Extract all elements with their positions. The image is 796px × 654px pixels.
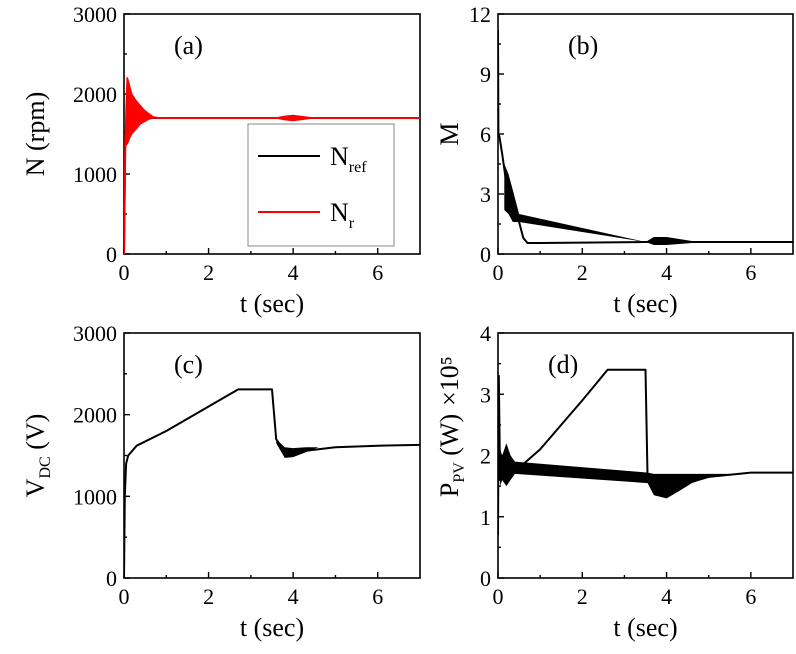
y-tick-label-a-2: 2000 — [73, 82, 117, 107]
x-axis-label-b: t (sec) — [613, 289, 677, 318]
y-axis-label-d: PPV (W) — [435, 414, 468, 497]
x-tick-label-d-1: 2 — [577, 584, 588, 609]
plot-frame-b — [497, 13, 794, 255]
y-tick-label-b-2: 6 — [480, 122, 491, 147]
y-tick-label-b-4: 12 — [469, 2, 491, 27]
y-tick-label-b-3: 9 — [480, 62, 491, 87]
plot-area-c — [124, 388, 420, 578]
x-tick-label-d-0: 0 — [493, 584, 504, 609]
y-tick-label-a-0: 0 — [106, 242, 117, 267]
oscillation-band-p-pv — [500, 443, 730, 499]
y-tick-label-c-1: 1000 — [73, 484, 117, 509]
panel-a-speed-chart: 0 2 4 6 0 1000 2000 3000 t (sec) N (rpm) (a) Nref Nr — [21, 2, 421, 318]
legend-box — [247, 123, 395, 247]
y-axis-label-a: N (rpm) — [21, 92, 50, 176]
x-tick-label-b-0: 0 — [493, 260, 504, 285]
panel-d-pv-power-chart: 0 2 4 6 0 1 2 3 4 t (sec) PPV (W) ×10⁵ (d) — [435, 321, 794, 642]
panel-tag-a: (a) — [174, 31, 203, 60]
y-tick-label-d-2: 2 — [480, 444, 491, 469]
series-line-n-r — [124, 109, 420, 254]
x-axis-label-d: t (sec) — [613, 613, 677, 642]
series-line-v-dc — [124, 388, 420, 578]
x-tick-label-a-1: 2 — [203, 260, 214, 285]
x-tick-label-c-2: 4 — [288, 584, 299, 609]
x-tick-label-b-2: 4 — [661, 260, 672, 285]
y-tick-label-d-3: 3 — [480, 382, 491, 407]
legend-label-1: Nr — [330, 198, 355, 232]
x-tick-label-c-3: 6 — [372, 584, 383, 609]
y-tick-label-c-3: 3000 — [73, 321, 117, 346]
panel-tag-d: (d) — [548, 350, 578, 379]
x-tick-label-b-3: 6 — [745, 260, 756, 285]
x-tick-label-a-3: 6 — [372, 260, 383, 285]
series-line-m — [498, 29, 793, 244]
x-axis-label-c: t (sec) — [240, 613, 304, 642]
series-line-p-pv — [498, 368, 793, 536]
x-tick-label-c-1: 2 — [203, 584, 214, 609]
panel-tag-c: (c) — [174, 350, 203, 379]
x-tick-label-a-2: 4 — [288, 260, 299, 285]
panel-b-modulation-chart: 0 2 4 6 0 3 6 9 12 t (sec) M (b) — [435, 2, 794, 318]
y-multiplier-d: ×10⁵ — [435, 356, 464, 406]
plot-frame-c — [123, 332, 421, 579]
x-tick-label-a-0: 0 — [119, 260, 130, 285]
plot-area-d — [498, 368, 793, 536]
plot-area-a — [124, 76, 420, 254]
x-axis-label-a: t (sec) — [240, 289, 304, 318]
plot-area-b — [498, 29, 793, 245]
y-axis-label-c: VDC (V) — [21, 414, 54, 498]
panel-tag-b: (b) — [568, 31, 598, 60]
panel-c-dc-voltage-chart: 0 2 4 6 0 1000 2000 3000 t (sec) VDC (V) (c) — [21, 321, 421, 642]
legend-label-0: Nref — [330, 142, 367, 176]
y-tick-label-a-3: 3000 — [73, 2, 117, 27]
y-tick-label-d-4: 4 — [480, 321, 491, 346]
y-tick-label-b-0: 0 — [480, 242, 491, 267]
x-tick-label-d-2: 4 — [661, 584, 672, 609]
x-tick-label-c-0: 0 — [119, 584, 130, 609]
oscillation-band-m — [504, 164, 692, 245]
y-tick-label-c-0: 0 — [106, 566, 117, 591]
y-tick-label-d-0: 0 — [480, 566, 491, 591]
oscillation-band-v-dc — [276, 439, 319, 458]
y-tick-label-d-1: 1 — [480, 505, 491, 530]
y-tick-label-b-1: 3 — [480, 182, 491, 207]
y-tick-label-a-1: 1000 — [73, 162, 117, 187]
x-tick-label-b-1: 2 — [577, 260, 588, 285]
y-axis-label-b: M — [435, 122, 464, 145]
x-tick-label-d-3: 6 — [745, 584, 756, 609]
y-tick-label-c-2: 2000 — [73, 403, 117, 428]
